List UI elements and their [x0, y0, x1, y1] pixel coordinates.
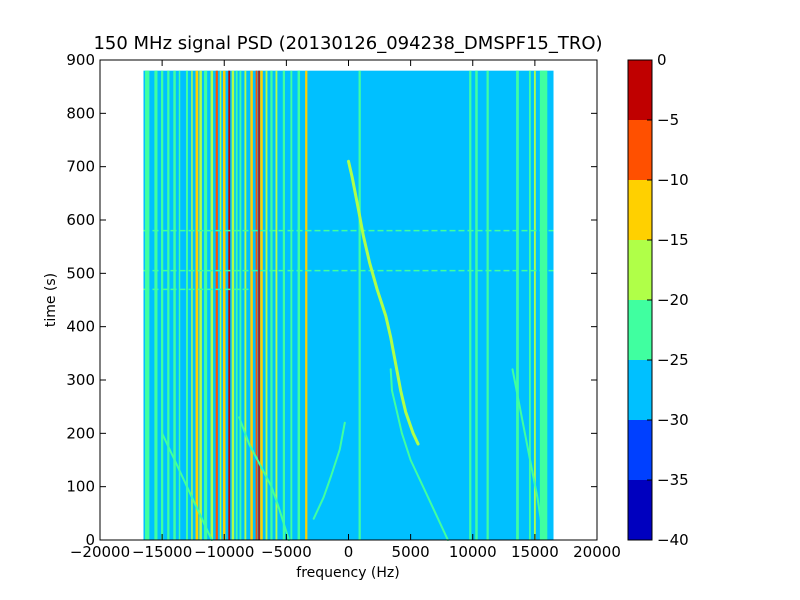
vertical-signal-line-23	[260, 70, 263, 541]
y-tick-label: 0	[85, 531, 95, 549]
colorbar-segment-2	[628, 360, 652, 420]
y-tick-label: 100	[66, 478, 95, 496]
colorbar-tick-label: −20	[657, 291, 689, 309]
colorbar-segment-7	[628, 60, 652, 120]
x-tick-label: 0	[344, 543, 354, 561]
colorbar-tick-label: −15	[657, 231, 689, 249]
y-tick-label: 700	[66, 158, 95, 176]
vertical-signal-line-16	[231, 70, 235, 541]
doppler-trace-4	[161, 432, 213, 541]
chart-title: 150 MHz signal PSD (20130126_094238_DMSP…	[93, 33, 602, 54]
vertical-signal-line-33	[475, 70, 478, 541]
vertical-signal-line-20	[250, 70, 253, 541]
vertical-signal-line-7	[191, 70, 193, 541]
vertical-signal-line-37	[533, 70, 536, 541]
vertical-signal-line-5	[178, 70, 181, 541]
vertical-signal-line-8	[195, 70, 199, 541]
doppler-trace-3	[238, 416, 290, 541]
x-tick-label: −10000	[194, 543, 254, 561]
vertical-signal-line-24	[265, 70, 268, 541]
vertical-signal-line-21	[255, 70, 258, 541]
vertical-signal-line-17	[235, 70, 238, 541]
plot-area: −20000 −15000 −10000 −5000 0 5000 10000 15000 20…	[66, 51, 621, 561]
vertical-signal-line-1	[154, 70, 158, 541]
y-axis: 0 100 200 300 400 500 600 700 800 900	[66, 51, 597, 549]
vertical-signal-line-11	[210, 70, 214, 541]
vertical-signal-line-2	[161, 70, 164, 541]
vertical-signal-line-14	[223, 70, 226, 541]
y-tick-label: 300	[66, 371, 95, 389]
vertical-signal-line-4	[173, 70, 176, 541]
x-axis-label: frequency (Hz)	[296, 565, 399, 581]
x-tick-label: −5000	[261, 543, 312, 561]
x-tick-label: 5000	[392, 543, 430, 561]
vertical-signal-line-29	[297, 70, 301, 541]
doppler-trace-5	[511, 368, 544, 531]
vertical-signal-line-32	[469, 70, 472, 541]
x-axis: −20000 −15000 −10000 −5000 0 5000 10000 15000 20…	[70, 60, 621, 561]
y-tick-label: 900	[66, 51, 95, 69]
colorbar-segment-4	[628, 240, 652, 300]
vertical-signal-line-10	[204, 70, 208, 541]
vertical-signal-line-35	[516, 70, 519, 541]
colorbar-tick-label: −35	[657, 471, 689, 489]
vertical-signal-line-13	[219, 70, 222, 541]
vertical-signal-line-15	[228, 70, 231, 541]
colorbar-segment-3	[628, 300, 652, 360]
vertical-signal-line-12	[215, 70, 218, 541]
x-tick-label: 20000	[573, 543, 621, 561]
doppler-trace-2	[312, 421, 346, 520]
vertical-signal-line-25	[270, 70, 273, 541]
x-tick-label: −15000	[132, 543, 192, 561]
y-tick-label: 600	[66, 211, 95, 229]
y-axis-label: time (s)	[43, 273, 59, 327]
x-tick-label: 10000	[449, 543, 497, 561]
vertical-signal-line-18	[239, 70, 242, 541]
doppler-trace-1	[389, 368, 449, 541]
y-tick-label: 400	[66, 318, 95, 336]
vertical-signal-line-26	[275, 70, 278, 541]
vertical-signal-line-0	[145, 70, 150, 541]
vertical-signal-line-27	[282, 70, 286, 541]
colorbar-segment-0	[628, 480, 652, 540]
y-tick-label: 500	[66, 264, 95, 282]
colorbar-tick-label: −30	[657, 411, 689, 429]
vertical-signal-line-19	[244, 70, 247, 541]
colorbar-segment-6	[628, 120, 652, 180]
colorbar-segment-1	[628, 420, 652, 480]
colorbar-tick-label: 0	[657, 51, 667, 69]
vertical-signal-line-36	[528, 70, 531, 541]
vertical-signal-line-28	[290, 70, 293, 541]
x-tick-label: −20000	[70, 543, 130, 561]
vertical-signal-line-6	[185, 70, 188, 541]
doppler-trace-0	[347, 159, 420, 446]
vertical-signal-line-31	[358, 70, 361, 541]
heatmap-layer	[143, 70, 554, 541]
vertical-signal-line-30	[305, 70, 308, 541]
colorbar-segment-5	[628, 180, 652, 240]
colorbar-tick-label: −40	[657, 531, 689, 549]
colorbar-tick-label: −5	[657, 111, 679, 129]
colorbar: −40 −35 −30 −25 −20 −15 −10 −5 0	[627, 51, 689, 549]
x-tick-label: 15000	[511, 543, 559, 561]
y-tick-label: 200	[66, 424, 95, 442]
y-tick-label: 800	[66, 104, 95, 122]
vertical-signal-line-3	[167, 70, 170, 541]
vertical-signal-line-34	[486, 70, 489, 541]
colorbar-tick-label: −25	[657, 351, 689, 369]
vertical-signal-line-22	[258, 70, 260, 541]
vertical-signal-line-9	[199, 70, 202, 541]
colorbar-tick-label: −10	[657, 171, 689, 189]
vertical-signal-line-38	[539, 70, 548, 541]
